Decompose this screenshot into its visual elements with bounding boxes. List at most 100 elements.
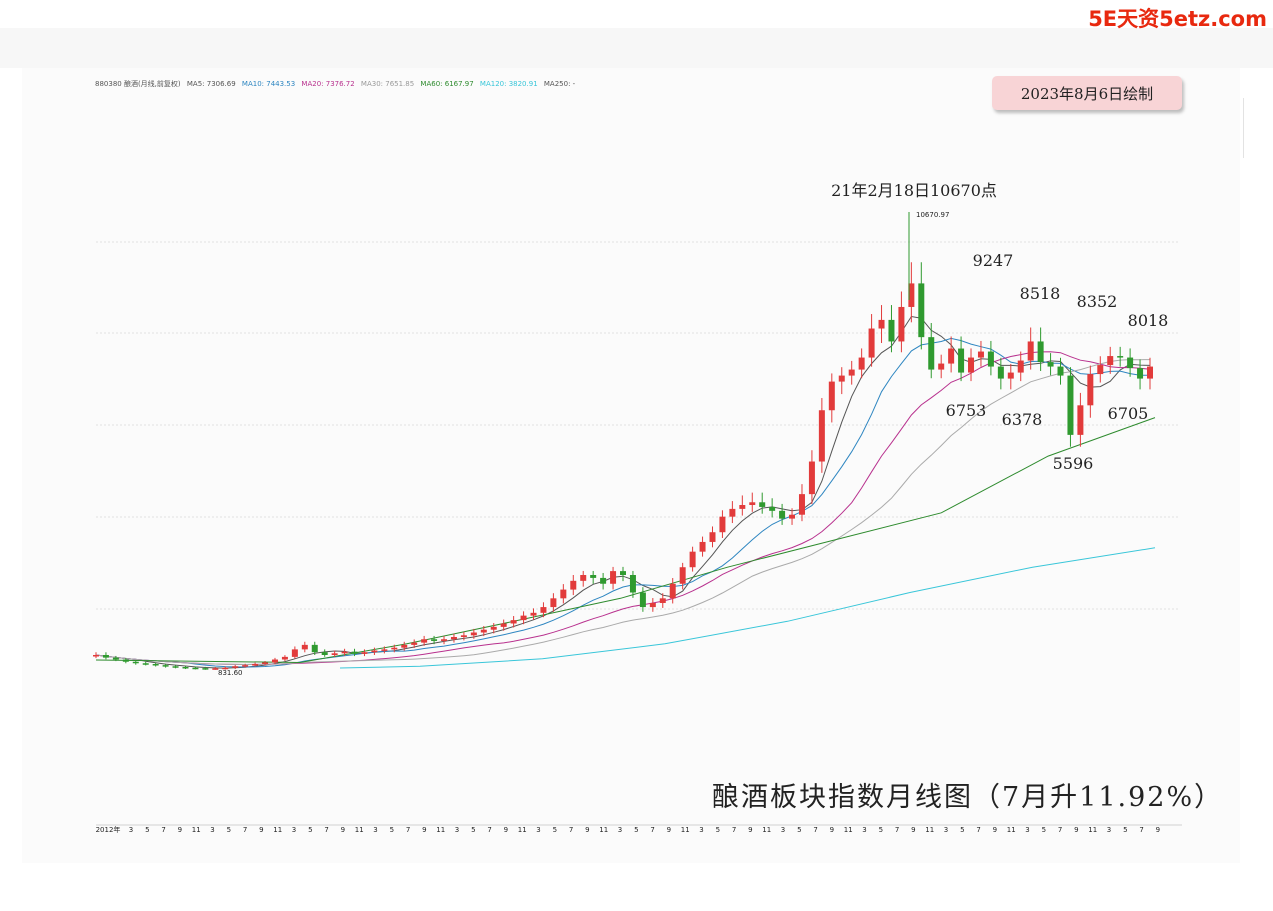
candle-body xyxy=(351,651,358,654)
x-tick-label: 5 xyxy=(879,826,883,834)
x-tick-label: 3 xyxy=(862,826,866,834)
candle-body xyxy=(321,652,328,655)
candle-body xyxy=(411,642,418,645)
chart-panel xyxy=(22,68,1240,863)
candle-body xyxy=(480,629,487,633)
candle-body xyxy=(371,650,378,653)
x-tick-label: 11 xyxy=(1088,826,1097,834)
candle-body xyxy=(600,577,607,584)
x-tick-label: 11 xyxy=(681,826,690,834)
candle-body xyxy=(1097,365,1104,375)
candle-body xyxy=(977,351,984,358)
candle-body xyxy=(620,571,626,575)
ma120-line xyxy=(339,547,1156,669)
x-tick-label: 7 xyxy=(161,826,165,834)
x-tick-label: 7 xyxy=(243,826,247,834)
candle-body xyxy=(301,644,308,650)
legend-ma10: MA10: 7443.53 xyxy=(241,80,296,88)
legend-ma250: MA250: - xyxy=(543,80,576,88)
candle-body xyxy=(818,410,825,462)
x-tick-label: 5 xyxy=(797,826,801,834)
date-badge: 2023年8月6日绘制 xyxy=(992,76,1182,110)
x-tick-label: 7 xyxy=(732,826,736,834)
candle-body xyxy=(262,662,269,664)
ma5-line xyxy=(95,315,1151,669)
candle-body xyxy=(520,615,527,621)
site-watermark[interactable]: 5E天资5etz.com xyxy=(1088,7,1267,31)
x-tick-label: 7 xyxy=(650,826,654,834)
candle-body xyxy=(729,508,736,517)
candle-body xyxy=(769,506,776,511)
legend-ma5: MA5: 7306.69 xyxy=(186,80,236,88)
candle-body xyxy=(709,532,716,542)
annotation-8018: 8018 xyxy=(1128,311,1169,330)
candle-body xyxy=(1077,405,1084,435)
legend-ma120: MA120: 3820.91 xyxy=(479,80,538,88)
low-value-label: 831.60 xyxy=(218,669,243,677)
candle-body xyxy=(1117,356,1124,358)
x-tick-label: 7 xyxy=(569,826,573,834)
x-tick-label: 5 xyxy=(960,826,964,834)
candle-body xyxy=(222,667,229,670)
x-tick-label: 9 xyxy=(341,826,345,834)
chart-title: 酿酒板块指数月线图（7月升11.92%） xyxy=(712,782,1224,813)
candle-body xyxy=(1107,356,1114,366)
candle-body xyxy=(470,632,477,636)
candle-body xyxy=(649,603,656,608)
x-tick-label: 3 xyxy=(210,826,214,834)
x-tick-label: 11 xyxy=(436,826,445,834)
candle-body xyxy=(500,623,507,627)
x-tick-label: 3 xyxy=(944,826,948,834)
candle-body xyxy=(749,502,756,505)
peak-value-label: 10670.97 xyxy=(916,211,949,219)
candle-body xyxy=(699,541,706,552)
candle-body xyxy=(152,664,159,666)
x-tick-label: 7 xyxy=(1139,826,1143,834)
x-tick-label: 11 xyxy=(355,826,364,834)
legend-ma20: MA20: 7376.72 xyxy=(301,80,355,88)
legend-code-name: 880380 酿酒(月线,前复权) xyxy=(95,80,181,88)
candle-body xyxy=(987,351,994,367)
candle-body xyxy=(1047,362,1054,367)
candle-body xyxy=(1037,341,1044,363)
candle-body xyxy=(93,655,99,657)
x-tick-label: 9 xyxy=(993,826,997,834)
candle-body xyxy=(271,659,278,663)
ma60-line xyxy=(95,417,1156,664)
candle-body xyxy=(789,514,796,519)
x-tick-label: 3 xyxy=(536,826,540,834)
candle-body xyxy=(1137,368,1144,379)
x-tick-label: 5 xyxy=(553,826,557,834)
x-tick-label: 3 xyxy=(699,826,703,834)
x-tick-label: 9 xyxy=(259,826,263,834)
x-tick-label: 11 xyxy=(599,826,608,834)
candle-body xyxy=(997,366,1004,379)
annotation-6705: 6705 xyxy=(1108,404,1149,423)
x-tick-label: 11 xyxy=(273,826,282,834)
candle-body xyxy=(192,667,199,670)
x-tick-label: 11 xyxy=(1007,826,1016,834)
candle-body xyxy=(938,363,945,370)
annotation-6378: 6378 xyxy=(1002,410,1043,429)
x-tick-label: 3 xyxy=(373,826,377,834)
x-tick-label: 9 xyxy=(422,826,426,834)
annotation-5596: 5596 xyxy=(1053,454,1094,473)
x-tick-label: 3 xyxy=(455,826,459,834)
candle-body xyxy=(202,668,209,670)
candle-body xyxy=(590,575,597,578)
legend-ma60: MA60: 6167.97 xyxy=(420,80,474,88)
candle-body xyxy=(490,626,497,630)
candle-body xyxy=(431,639,438,641)
x-tick-start: 2012年 xyxy=(96,825,121,834)
candle-body xyxy=(331,653,338,655)
x-tick-label: 5 xyxy=(308,826,312,834)
annotation-8352: 8352 xyxy=(1077,292,1118,311)
x-tick-label: 7 xyxy=(813,826,817,834)
candle-body xyxy=(401,644,408,648)
x-tick-label: 9 xyxy=(504,826,508,834)
x-tick-label: 7 xyxy=(487,826,491,834)
x-tick-label: 5 xyxy=(227,826,231,834)
ma-legend: 880380 酿酒(月线,前复权) MA5: 7306.69 MA10: 744… xyxy=(95,79,579,89)
candle-body xyxy=(779,510,786,519)
x-tick-label: 3 xyxy=(1107,826,1111,834)
